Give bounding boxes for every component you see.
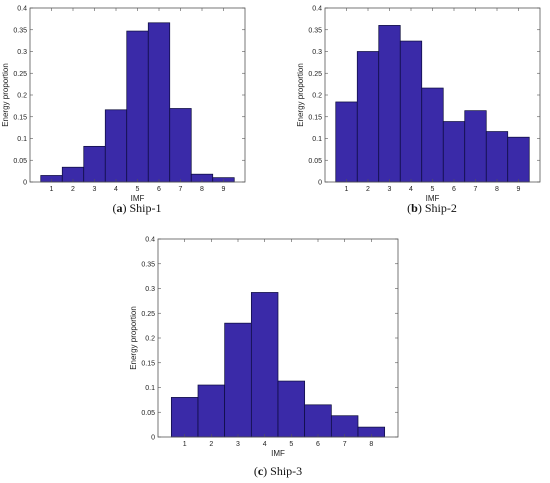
bar-4 [250,292,279,438]
x-axis-label: IMF [131,194,145,203]
x-tick-label: 9 [517,186,521,193]
bar-4 [104,109,128,183]
x-tick-label: 3 [388,186,392,193]
y-tick-label: 0 [23,180,27,187]
x-tick-label: 1 [345,186,349,193]
bar-6 [442,121,466,183]
y-tick-label: 0.05 [141,410,155,417]
x-axis-label: IMF [271,449,285,458]
bar-7 [330,415,359,438]
y-tick-label: 0.2 [312,93,322,100]
x-tick-label: 3 [93,186,97,193]
y-tick-label: 0.3 [17,49,27,56]
x-tick-label: 2 [366,186,370,193]
y-tick-label: 0.35 [308,27,322,34]
x-tick-label: 4 [263,441,267,448]
x-tick-label: 5 [136,186,140,193]
y-tick-label: 0.4 [145,237,155,244]
bar-6 [304,404,332,438]
y-tick-label: 0.3 [145,286,155,293]
y-tick-label: 0.35 [141,261,155,268]
panel-letter: a [116,201,122,215]
y-tick-label: 0.3 [312,49,322,56]
x-tick-label: 5 [431,186,435,193]
y-tick-label: 0.35 [13,27,27,34]
bar-5 [421,87,444,183]
x-tick-label: 6 [316,441,320,448]
y-tick-label: 0.15 [141,360,155,367]
y-tick-label: 0.05 [308,158,322,165]
chart-panel-3: 0 0.05 0.1 0.15 0.2 0.25 0.3 0.35 0.4 1 2 3 4 5 6 7 8 IMF… [129,237,399,478]
x-axis-label: IMF [426,194,440,203]
x-tick-label: 3 [236,441,240,448]
bar-7 [169,108,192,183]
y-tick-label: 0.25 [13,71,27,78]
bar-3 [83,145,106,183]
x-tick-label: 7 [474,186,478,193]
panel-title: Ship-3 [270,464,302,478]
y-tick-label: 0.2 [17,93,27,100]
x-tick-label: 7 [343,441,347,448]
bar-2 [356,51,380,183]
x-tick-label: 8 [369,441,373,448]
bar-2 [197,384,226,438]
x-tick-label: 2 [209,441,213,448]
bar-9 [507,136,530,183]
x-tick-label: 6 [157,186,161,193]
y-axis-label: Energy proportion [296,63,305,127]
x-tick-label: 5 [289,441,293,448]
y-tick-label: 0 [318,180,322,187]
chart-panel-1: 0 0.05 0.1 0.15 0.2 0.25 0.3 0.35 0.4 1 2 3 4 5 6 7 8 9 IM… [1,6,246,215]
y-tick-label: 0.25 [308,71,322,78]
bar-7 [464,110,487,183]
panel-caption: (a) Ship-1 [112,201,161,215]
bar-4 [399,40,423,183]
panel-letter: c [258,464,264,478]
bar-1 [170,397,199,438]
y-axis-label: Energy proportion [129,306,138,370]
panel-caption: (b) Ship-2 [407,201,457,215]
bar-6 [147,22,171,183]
x-tick-label: 7 [179,186,183,193]
y-tick-label: 0.4 [17,6,27,13]
bar-3 [378,25,401,183]
y-tick-label: 0.4 [312,6,322,13]
y-tick-label: 0.15 [308,114,322,121]
x-tick-label: 4 [409,186,413,193]
y-axis-label: Energy proportion [1,63,10,127]
x-tick-label: 1 [50,186,54,193]
panel-caption: (c) Ship-3 [254,464,302,478]
chart-panel-2: 0 0.05 0.1 0.15 0.2 0.25 0.3 0.35 0.4 1 2 3 4 5 6 7 8 9 IM… [296,6,541,215]
x-tick-label: 6 [452,186,456,193]
x-tick-label: 9 [222,186,226,193]
x-tick-label: 2 [71,186,75,193]
panel-title: Ship-1 [129,201,161,215]
panel-title: Ship-2 [425,201,457,215]
y-tick-label: 0.15 [13,114,27,121]
y-tick-label: 0.1 [145,385,155,392]
bar-5 [126,30,149,183]
bar-3 [224,322,252,438]
x-tick-label: 8 [495,186,499,193]
y-tick-label: 0.1 [17,136,27,143]
bar-1 [335,101,358,183]
y-tick-label: 0 [151,435,155,442]
x-tick-label: 8 [200,186,204,193]
y-tick-label: 0.05 [13,158,27,165]
x-tick-label: 4 [114,186,118,193]
bar-8 [485,131,509,183]
x-tick-label: 1 [183,441,187,448]
panel-letter: b [411,201,418,215]
y-tick-label: 0.2 [145,336,155,343]
bar-5 [277,380,306,438]
y-tick-label: 0.1 [312,136,322,143]
y-tick-label: 0.25 [141,311,155,318]
